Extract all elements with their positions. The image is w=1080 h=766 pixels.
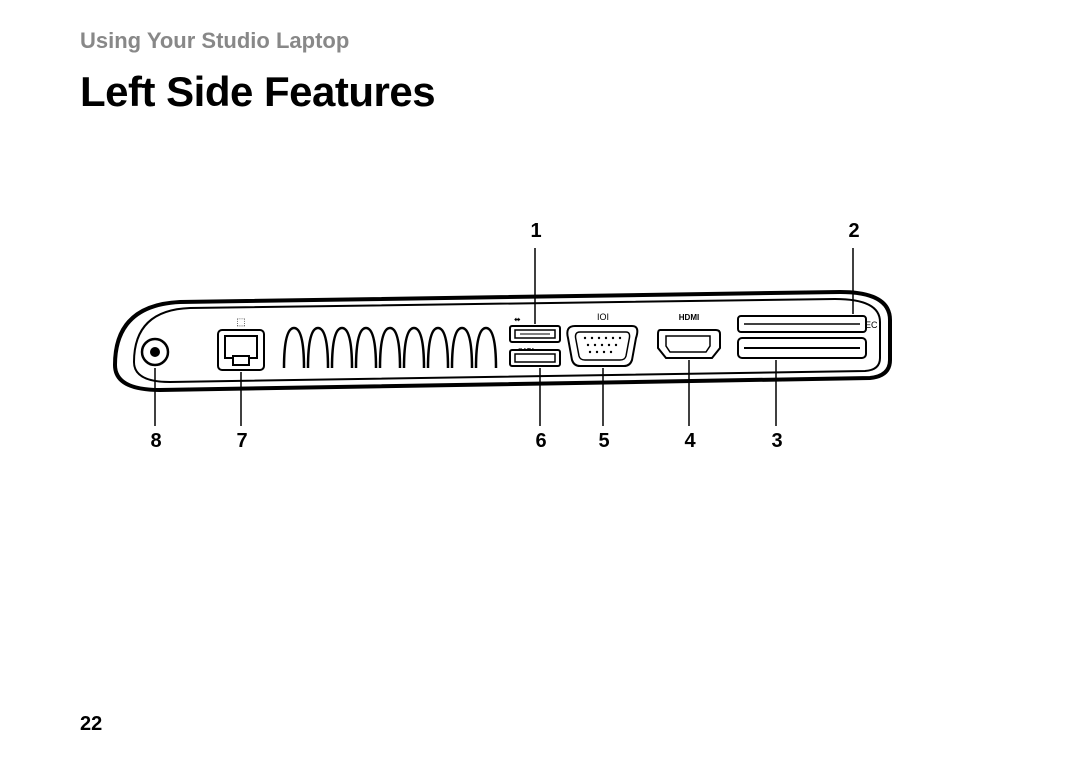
- callout-8: 8: [146, 430, 166, 453]
- callout-5: 5: [594, 430, 614, 453]
- security-lock-inner-icon: [150, 347, 160, 357]
- callout-6: 6: [531, 430, 551, 453]
- callout-1: 1: [526, 220, 546, 243]
- callout-2: 2: [844, 220, 864, 243]
- callout-4: 4: [680, 430, 700, 453]
- page-number: 22: [80, 713, 102, 736]
- page-title: Left Side Features: [80, 68, 435, 116]
- section-breadcrumb: Using Your Studio Laptop: [80, 28, 349, 54]
- laptop-side-diagram: ⬚ ⬌: [80, 210, 900, 470]
- callout-3: 3: [767, 430, 787, 453]
- callout-7: 7: [232, 430, 252, 453]
- expresscard-slot-icon: EC: [738, 316, 878, 332]
- esata-usb-port-icon: eSATA: [510, 348, 560, 366]
- card-reader-slot-icon: [738, 338, 866, 358]
- manual-page: Using Your Studio Laptop Left Side Featu…: [0, 0, 1080, 766]
- svg-text:IOI: IOI: [597, 312, 609, 322]
- svg-text:⬚: ⬚: [236, 317, 245, 328]
- svg-text:HDMI: HDMI: [679, 313, 699, 322]
- svg-text:⬌: ⬌: [514, 315, 521, 324]
